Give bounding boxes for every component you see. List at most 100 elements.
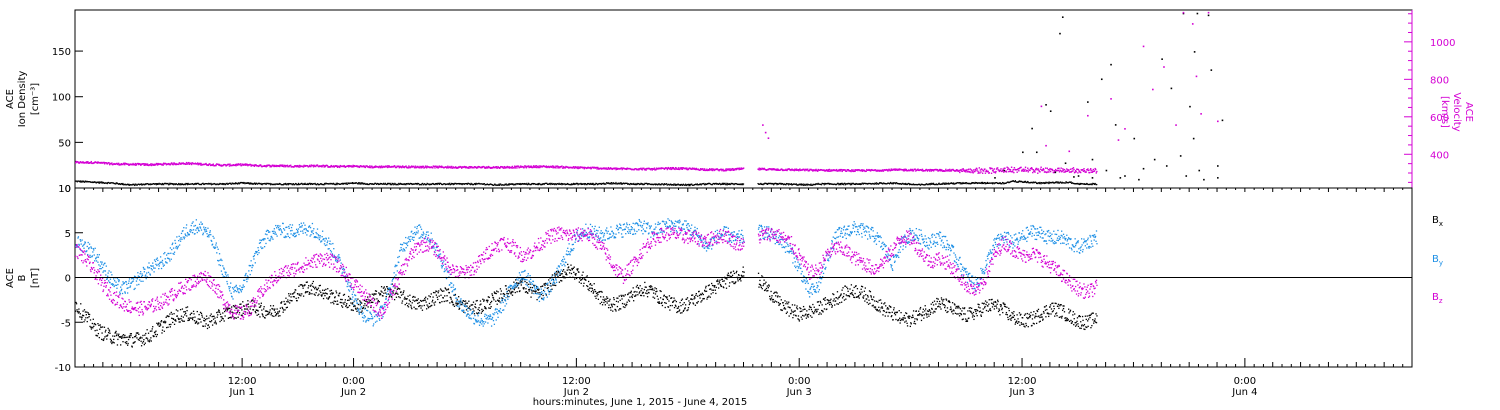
density-point xyxy=(435,182,438,185)
b-point-bx xyxy=(587,280,590,283)
density-point xyxy=(1038,182,1040,185)
b-point-bx xyxy=(131,345,133,347)
b-point-bx xyxy=(341,306,344,308)
b-point-bx xyxy=(649,286,652,288)
b-point-bx xyxy=(602,298,604,301)
b-point-bx xyxy=(289,299,291,302)
velocity-point xyxy=(127,163,129,165)
b-point-bx xyxy=(343,293,346,296)
b-point-bx xyxy=(261,313,263,315)
density-point xyxy=(513,183,516,186)
b-point-bx xyxy=(322,292,324,294)
b-point-bx xyxy=(331,292,333,294)
velocity-point xyxy=(232,164,234,167)
density-point xyxy=(158,182,160,184)
b-point-bx xyxy=(195,320,198,323)
velocity-point xyxy=(771,167,773,170)
density-point xyxy=(725,184,727,186)
b-point-bx xyxy=(571,267,573,270)
velocity-point xyxy=(271,165,273,168)
b-point-bx xyxy=(542,294,544,297)
density-point xyxy=(869,182,872,185)
b-point-bx xyxy=(98,336,100,339)
b-point-bx xyxy=(382,295,384,297)
density-point xyxy=(660,184,662,186)
b-point-bx xyxy=(201,316,204,318)
velocity-point xyxy=(970,171,972,174)
velocity-point xyxy=(197,162,199,164)
b-point-bx xyxy=(420,307,422,309)
density-point xyxy=(97,182,100,184)
velocity-point xyxy=(973,169,975,171)
b-point-bx xyxy=(247,300,249,302)
density-point xyxy=(393,183,395,185)
velocity-point xyxy=(118,164,120,166)
density-point xyxy=(250,182,252,184)
b-point-bx xyxy=(399,296,401,299)
b-point-bx xyxy=(576,269,579,271)
density-point xyxy=(1024,181,1026,183)
b-point-bx xyxy=(99,328,101,330)
velocity-point xyxy=(677,167,680,169)
velocity-point xyxy=(278,165,281,168)
density-point xyxy=(873,183,876,185)
b-point-bx xyxy=(304,292,307,294)
b-point-bx xyxy=(625,305,627,307)
density-spike xyxy=(1153,158,1156,161)
b-point-bx xyxy=(507,293,509,295)
velocity-point xyxy=(621,168,623,171)
velocity-point xyxy=(97,161,99,163)
density-point xyxy=(908,182,910,185)
density-point xyxy=(221,183,223,185)
b-point-bx xyxy=(161,332,163,334)
b-point-bx xyxy=(482,298,484,300)
density-point xyxy=(790,183,792,186)
b-point-bx xyxy=(246,308,249,310)
b-point-bx xyxy=(241,309,243,311)
density-point xyxy=(303,183,305,185)
density-point xyxy=(102,181,105,184)
b-point-bx xyxy=(430,293,432,295)
b-point-bx xyxy=(218,309,220,312)
density-point xyxy=(1039,182,1042,184)
b-point-bx xyxy=(597,298,600,300)
density-point xyxy=(820,184,823,186)
density-point xyxy=(254,183,257,185)
b-point-bx xyxy=(317,294,319,297)
b-point-bx xyxy=(266,313,269,316)
b-point-bx xyxy=(483,300,485,302)
velocity-point xyxy=(236,163,238,166)
velocity-point xyxy=(930,169,932,171)
b-point-bx xyxy=(480,312,483,314)
b-point-bx xyxy=(423,299,425,302)
b-point-bx xyxy=(323,292,325,295)
velocity-point xyxy=(1047,171,1049,173)
b-point-bx xyxy=(439,288,442,290)
b-point-bx xyxy=(431,299,434,302)
b-point-bx xyxy=(328,297,330,299)
density-tick-label: 100 xyxy=(52,93,71,104)
b-point-bx xyxy=(214,320,217,322)
velocity-point xyxy=(980,171,982,173)
b-point-bx xyxy=(631,296,633,299)
b-point-bx xyxy=(465,302,467,304)
density-point xyxy=(311,182,313,185)
b-point-bx xyxy=(365,304,367,307)
velocity-point xyxy=(310,165,312,168)
density-point xyxy=(722,183,724,185)
b-point-bx xyxy=(155,330,157,332)
velocity-point xyxy=(235,164,237,167)
density-point xyxy=(249,182,251,184)
velocity-point xyxy=(1044,167,1047,169)
b-point-bx xyxy=(592,289,594,291)
b-point-bx xyxy=(204,320,206,322)
density-spike xyxy=(1192,137,1195,140)
b-point-bx xyxy=(276,308,278,310)
velocity-point xyxy=(388,165,391,167)
density-point xyxy=(193,183,195,185)
velocity-point xyxy=(1007,167,1009,169)
b-point-bx xyxy=(451,300,453,302)
velocity-point xyxy=(1095,168,1097,171)
velocity-point xyxy=(347,166,350,168)
density-point xyxy=(430,183,433,186)
